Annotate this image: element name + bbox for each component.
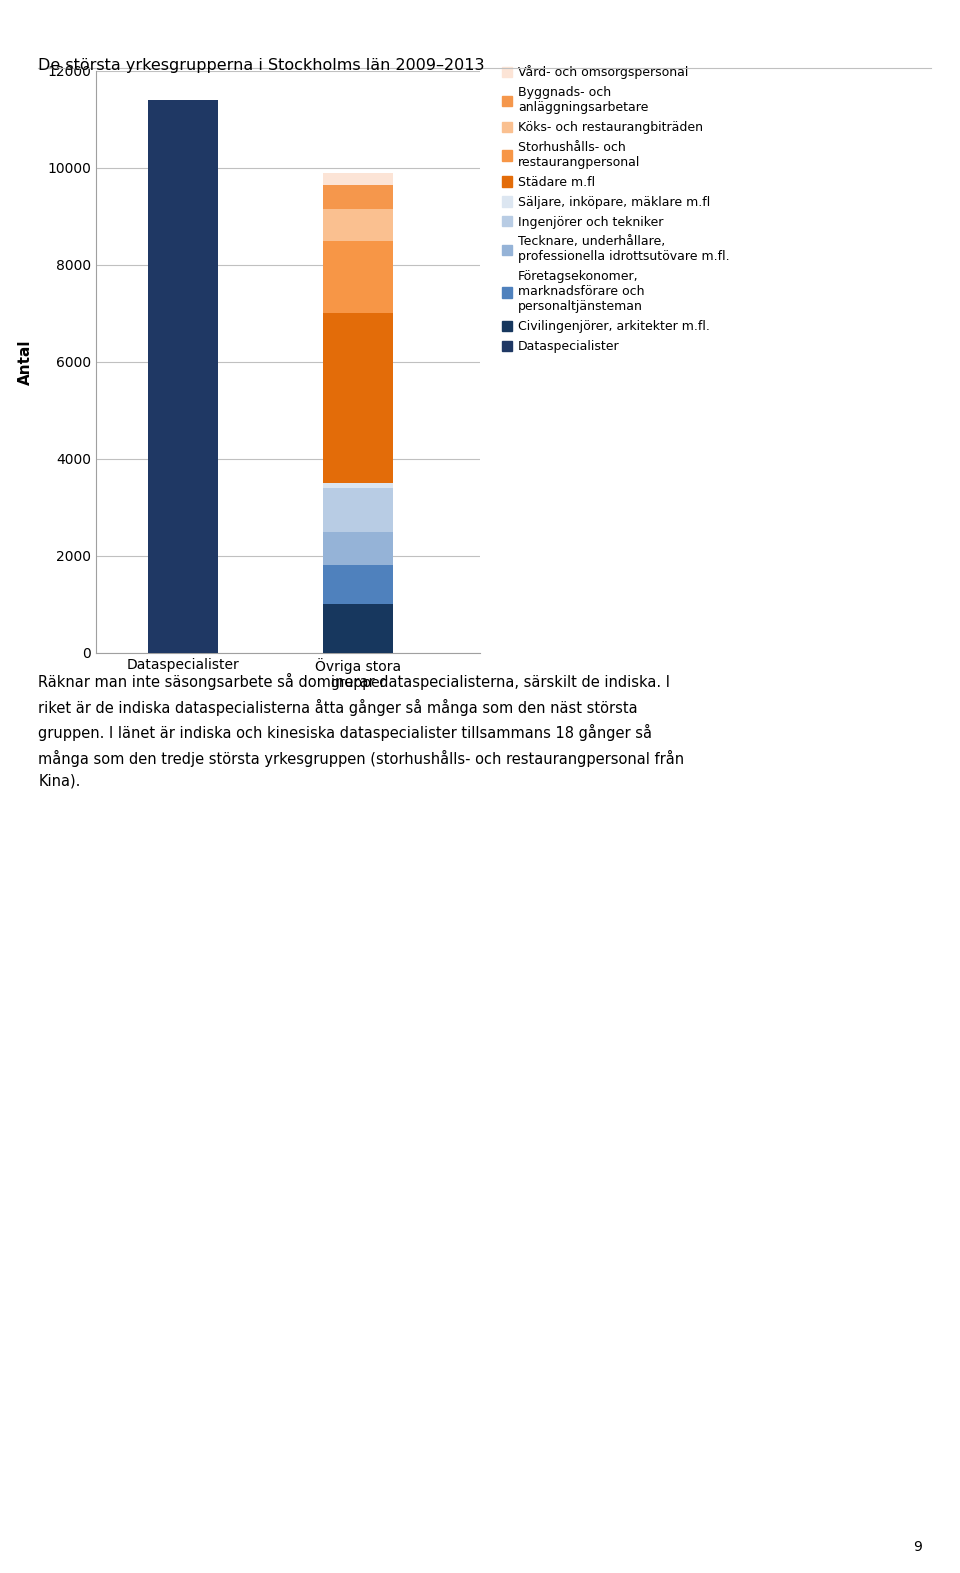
Bar [323,532,393,566]
Text: 9: 9 [913,1540,922,1554]
Bar [323,483,393,488]
Text: Räknar man inte säsongsarbete så dominerar dataspecialisterna, särskilt de indis: Räknar man inte säsongsarbete så dominer… [38,673,684,788]
Legend: Vård- och omsorgspersonal, Byggnads- och
anläggningsarbetare, Köks- och restaura: Vård- och omsorgspersonal, Byggnads- och… [502,66,730,352]
Bar [323,604,393,653]
Text: De största yrkesgrupperna i Stockholms län 2009–2013: De största yrkesgrupperna i Stockholms l… [38,58,485,74]
Bar [323,184,393,209]
Bar [323,241,393,313]
Y-axis label: Antal: Antal [18,340,34,384]
Bar [323,313,393,483]
Bar [323,173,393,184]
Bar [323,209,393,241]
Bar [149,101,218,653]
Bar [323,488,393,532]
Bar [323,566,393,604]
